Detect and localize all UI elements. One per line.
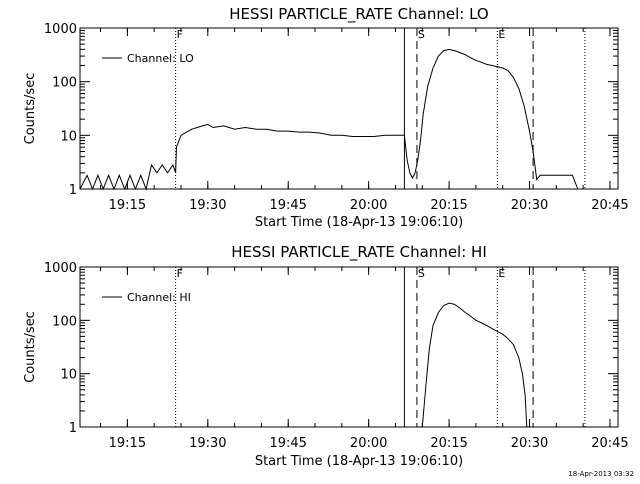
plot-frame [79, 27, 619, 190]
y-axis-label: Counts/sec [23, 73, 38, 145]
event-marker-E: E [498, 267, 505, 280]
series-line [421, 302, 528, 428]
y-tick-label: 1000 [44, 22, 77, 37]
chart-title: HESSI PARTICLE_RATE Channel: HI [231, 243, 487, 262]
x-tick-label: 20:15 [430, 198, 467, 213]
legend-label: Channel: LO [127, 52, 194, 65]
plot-frame [79, 266, 619, 428]
y-tick-label: 1 [69, 183, 77, 198]
x-tick-label: 19:15 [109, 198, 146, 213]
chart-title: HESSI PARTICLE_RATE Channel: LO [229, 5, 488, 24]
event-marker-F: F [177, 267, 183, 280]
x-tick-label: 19:30 [189, 198, 226, 213]
x-tick-label: 20:45 [591, 436, 628, 451]
x-tick-label: 20:00 [350, 436, 387, 451]
x-axis-label: Start Time (18-Apr-13 19:06:10) [255, 215, 463, 230]
y-tick-label: 10 [60, 129, 77, 144]
chart-panel-1: HESSI PARTICLE_RATE Channel: LO 19:15 19:3… [23, 5, 629, 230]
y-tick-label: 1 [69, 421, 77, 436]
event-marker-S: S [418, 267, 425, 280]
x-tick-label: 20:15 [430, 436, 467, 451]
y-tick-label: 100 [52, 76, 77, 91]
x-tick-label: 20:45 [591, 198, 628, 213]
legend-label: Channel: HI [127, 291, 191, 304]
y-axis-label: Counts/sec [23, 311, 38, 383]
x-tick-label: 20:30 [511, 198, 548, 213]
event-marker-F: F [177, 28, 183, 41]
event-marker-E: E [498, 28, 505, 41]
x-tick-label: 19:30 [189, 436, 226, 451]
chart-panel-2: HESSI PARTICLE_RATE Channel: HI 19:15 19:3… [23, 243, 629, 469]
event-marker-S: S [418, 28, 425, 41]
x-tick-label: 19:45 [269, 436, 306, 451]
x-tick-label: 20:30 [511, 436, 548, 451]
x-tick-label: 19:15 [109, 436, 146, 451]
x-tick-label: 20:00 [350, 198, 387, 213]
y-tick-label: 100 [52, 314, 77, 329]
footer-timestamp: 18-Apr-2013 03:32 [568, 470, 634, 478]
series-line [79, 48, 584, 191]
x-tick-label: 19:45 [269, 198, 306, 213]
y-tick-label: 10 [60, 368, 77, 383]
x-axis-label: Start Time (18-Apr-13 19:06:10) [255, 454, 463, 469]
y-tick-label: 1000 [44, 261, 77, 276]
